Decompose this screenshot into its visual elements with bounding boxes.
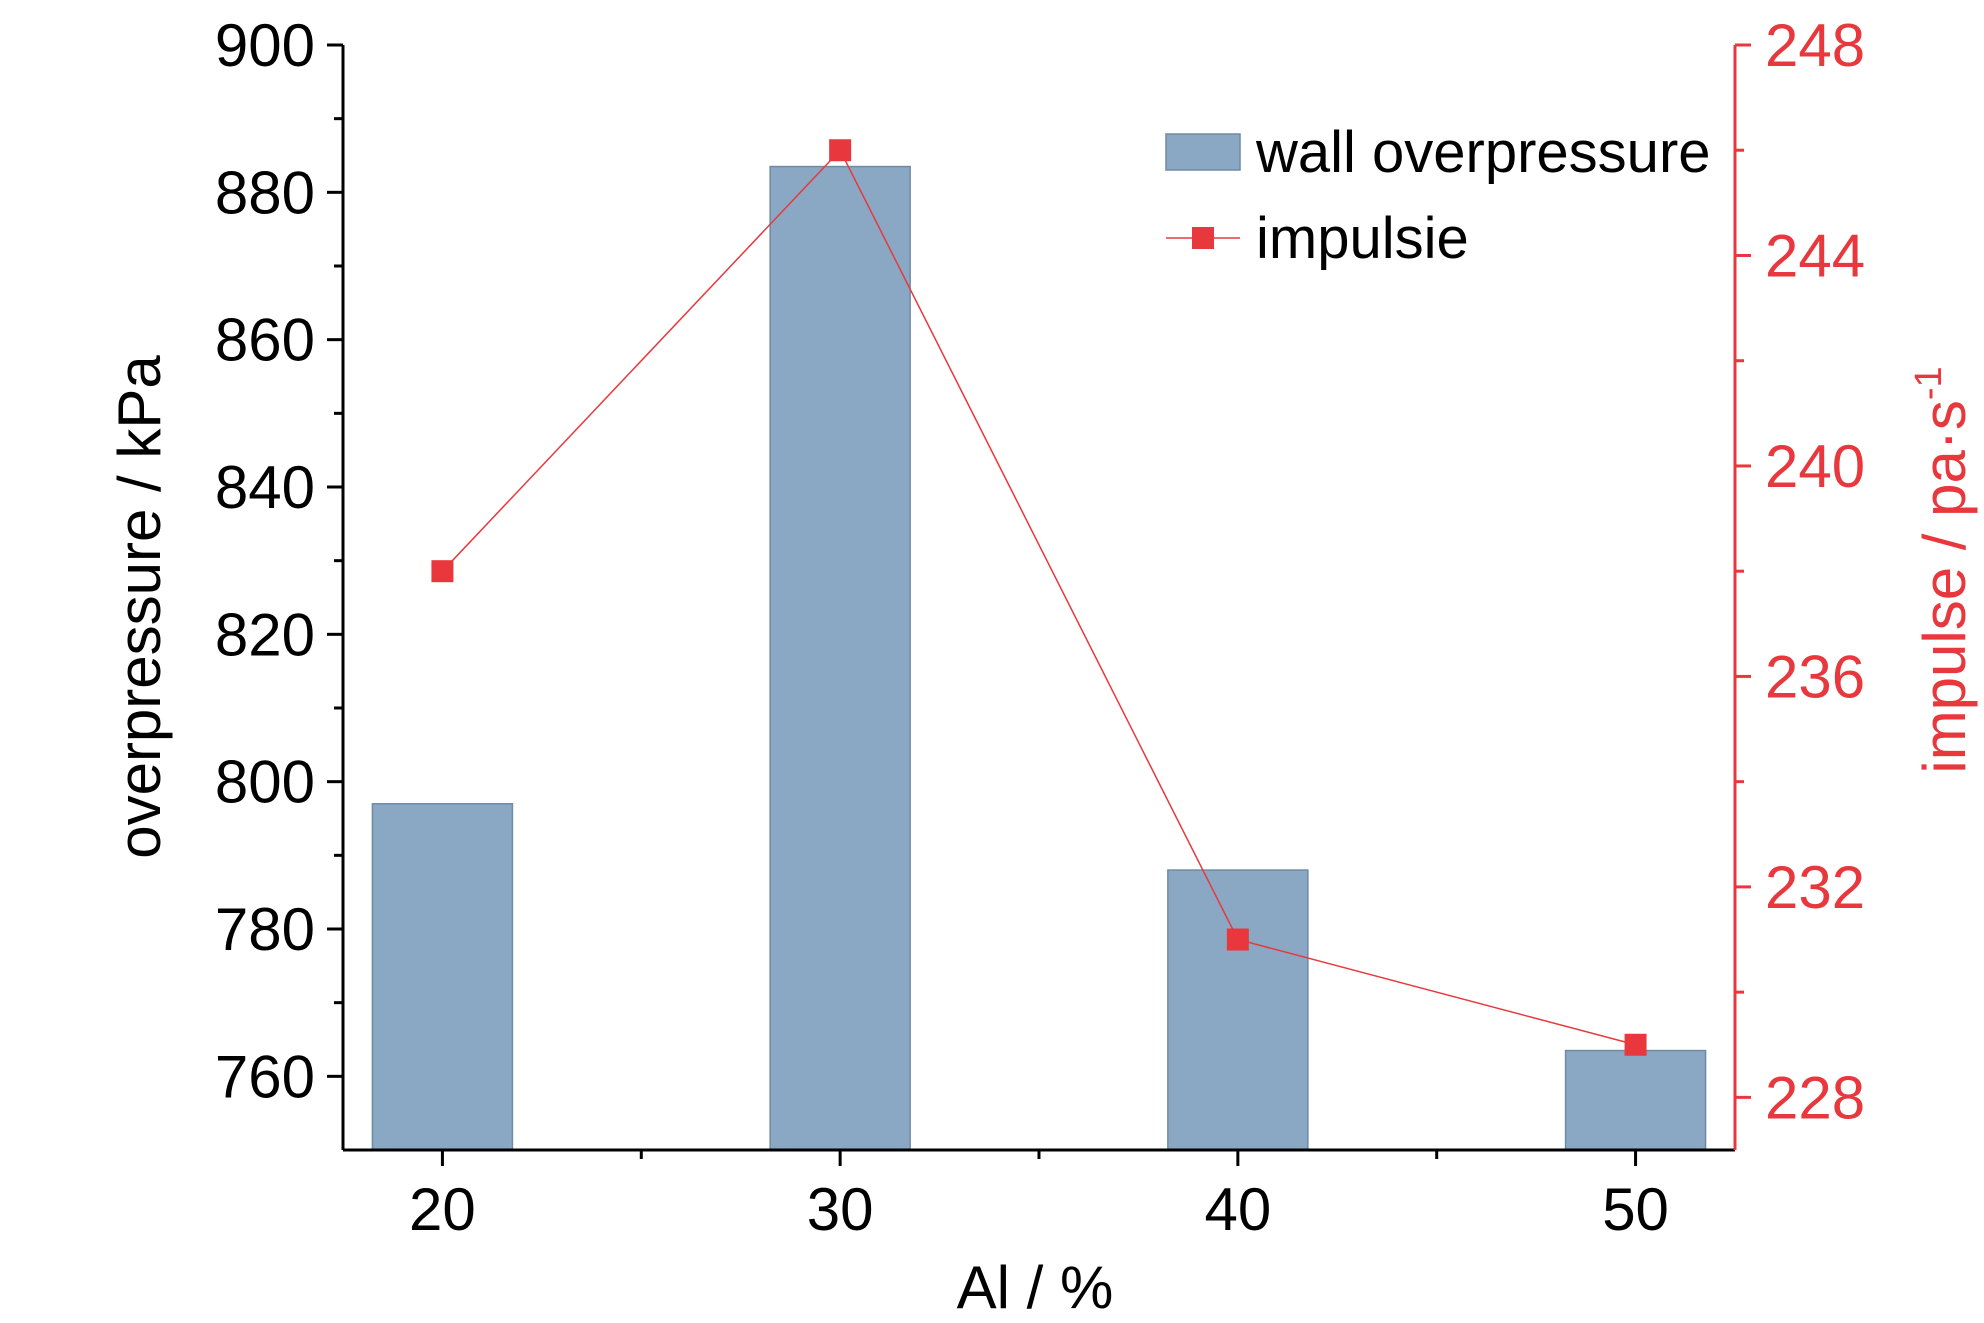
right-tick-label: 228 [1765, 1064, 1865, 1131]
line-series-impulsie [431, 139, 1647, 1056]
left-tick-label: 780 [215, 896, 315, 963]
legend-marker-square [1192, 227, 1214, 249]
impulse-marker-30 [829, 139, 852, 162]
bar-20 [371, 803, 514, 1151]
right-tick-label: 240 [1765, 433, 1865, 500]
bar-40 [1167, 869, 1309, 1151]
x-axis-ticks: 20 30 40 50 [409, 1150, 1669, 1243]
left-axis-title: overpressure / kPa [106, 355, 173, 859]
bar-50 [1564, 1049, 1707, 1151]
right-tick-label: 232 [1765, 854, 1865, 921]
left-axis-ticks: 760 780 800 820 840 860 880 900 [215, 12, 343, 1110]
left-tick-label: 900 [215, 12, 315, 79]
legend-label-impulsie: impulsie [1256, 206, 1469, 271]
impulse-line [441, 148, 1636, 1046]
left-tick-label: 800 [215, 749, 315, 816]
impulse-marker-20 [431, 560, 454, 583]
bar-30 [769, 165, 911, 1151]
right-tick-label: 236 [1765, 643, 1865, 710]
left-tick-label: 820 [215, 601, 315, 668]
left-tick-label: 840 [215, 454, 315, 521]
left-tick-label: 860 [215, 307, 315, 374]
impulse-marker-50 [1624, 1033, 1647, 1056]
legend: wall overpressure impulsie [1165, 120, 1711, 271]
x-tick-label: 50 [1602, 1176, 1669, 1243]
legend-bar-swatch [1165, 133, 1241, 171]
right-axis-title-superscript: -1 [1908, 366, 1950, 400]
x-tick-label: 40 [1204, 1176, 1271, 1243]
right-axis-title-main: impulse / pa·s [1911, 400, 1978, 773]
legend-label-wall-overpressure: wall overpressure [1255, 120, 1711, 185]
right-tick-label: 248 [1765, 12, 1865, 79]
x-axis-title: Al / % [957, 1254, 1114, 1321]
left-tick-label: 760 [215, 1043, 315, 1110]
x-tick-label: 30 [807, 1176, 874, 1243]
right-axis-title: impulse / pa·s-1 [1908, 366, 1978, 773]
left-tick-label: 880 [215, 159, 315, 226]
impulse-marker-40 [1226, 928, 1249, 951]
right-tick-label: 244 [1765, 222, 1865, 289]
bar-series-wall-overpressure [371, 165, 1707, 1151]
x-tick-label: 20 [409, 1176, 476, 1243]
right-axis-ticks: 228 232 236 240 244 248 [1735, 12, 1865, 1131]
